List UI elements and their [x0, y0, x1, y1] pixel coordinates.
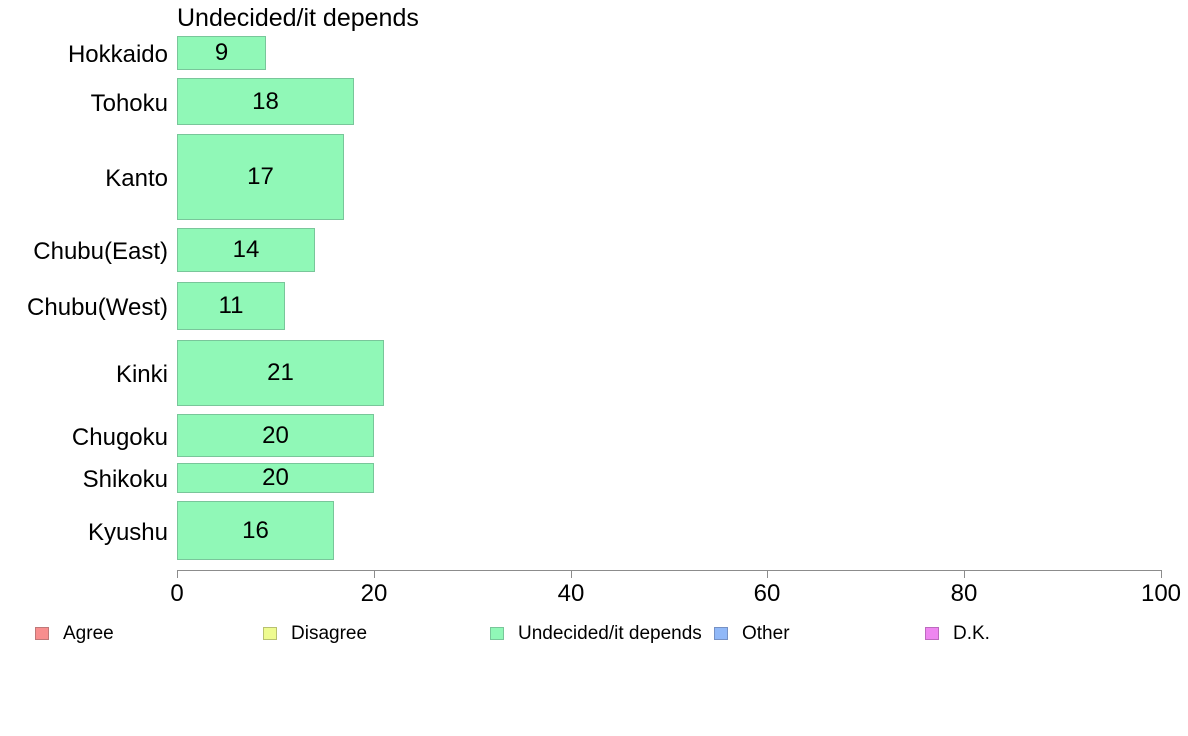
x-axis-tick-label: 40 — [557, 580, 585, 607]
x-axis-tick — [374, 570, 375, 578]
legend-item-agree: Agree — [35, 622, 114, 644]
bar-value-label: 17 — [247, 163, 274, 190]
x-axis-tick — [177, 570, 178, 578]
category-label: Shikoku — [82, 466, 168, 493]
bar-value-label: 21 — [267, 359, 294, 386]
bar-value-label: 14 — [232, 236, 260, 263]
category-label: Hokkaido — [67, 41, 168, 68]
category-label: Kanto — [105, 165, 168, 192]
bar-kanto: 17 — [177, 134, 344, 220]
legend-swatch-icon — [490, 626, 504, 640]
x-axis-tick — [571, 570, 572, 578]
bar-shikoku: 20 — [177, 463, 374, 493]
bar-chubu-east-: 14 — [177, 228, 315, 272]
bar-value-label: 20 — [262, 421, 289, 449]
category-label: Kyushu — [87, 519, 168, 546]
bar-kinki: 21 — [177, 340, 384, 406]
bar-chubu-west-: 11 — [177, 282, 285, 330]
legend-item-d-k-: D.K. — [925, 622, 990, 644]
x-axis-tick-label: 20 — [360, 580, 388, 607]
x-axis-tick-label: 60 — [753, 580, 781, 607]
x-axis-line — [177, 570, 1161, 571]
legend-label: Disagree — [291, 622, 368, 644]
chart-title: Undecided/it depends — [177, 4, 419, 32]
legend-swatch-icon — [35, 626, 49, 640]
x-axis-tick — [1161, 570, 1162, 578]
category-label: Chubu(East) — [33, 238, 168, 265]
bar-value-label: 18 — [252, 87, 279, 115]
bar-hokkaido: 9 — [177, 36, 266, 70]
bar-tohoku: 18 — [177, 78, 354, 125]
category-label: Tohoku — [90, 90, 168, 117]
category-label: Chubu(West) — [27, 294, 168, 321]
bar-kyushu: 16 — [177, 501, 334, 560]
legend-swatch-icon — [263, 626, 277, 640]
bar-value-label: 9 — [214, 39, 229, 66]
bar-chugoku: 20 — [177, 414, 374, 457]
category-label: Kinki — [115, 361, 168, 388]
legend-item-disagree: Disagree — [263, 622, 368, 644]
bar-value-label: 20 — [262, 464, 289, 491]
bar-value-label: 11 — [218, 292, 244, 319]
legend-item-other: Other — [714, 622, 790, 644]
category-label: Chugoku — [71, 424, 168, 451]
bar-value-label: 16 — [242, 516, 269, 544]
legend-item-undecided-it-depends: Undecided/it depends — [490, 622, 702, 644]
x-axis-tick — [767, 570, 768, 578]
x-axis-tick — [964, 570, 965, 578]
x-axis-tick-label: 0 — [170, 580, 184, 607]
legend-swatch-icon — [714, 626, 728, 640]
legend-label: Agree — [63, 622, 114, 644]
x-axis-tick-label: 100 — [1140, 580, 1182, 607]
x-axis-tick-label: 80 — [950, 580, 978, 607]
legend-label: Other — [742, 622, 790, 644]
legend-label: D.K. — [953, 622, 990, 644]
legend-label: Undecided/it depends — [518, 622, 702, 644]
legend-swatch-icon — [925, 626, 939, 640]
